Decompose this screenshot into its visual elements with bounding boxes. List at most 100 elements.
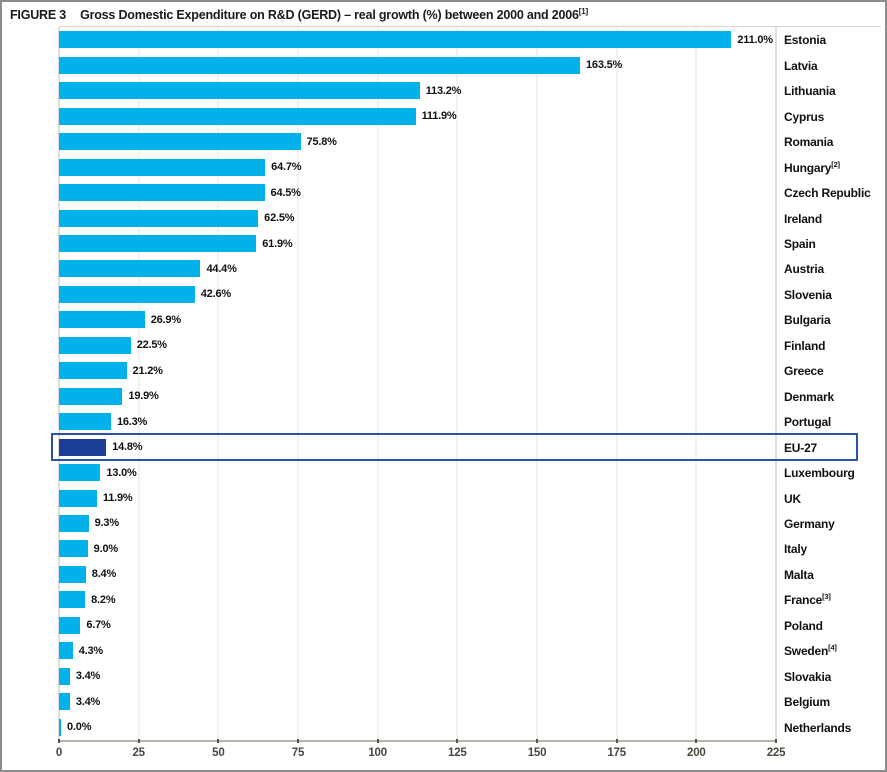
bar-value-label: 163.5%	[586, 59, 623, 72]
country-name: Denmark	[784, 389, 834, 404]
country-name: France	[784, 593, 823, 608]
country-name: Sweden	[784, 644, 829, 659]
bar-value-label: 42.6%	[200, 288, 231, 301]
category-label: Spain	[776, 236, 881, 251]
category-label: Greece	[776, 363, 881, 378]
bar-value-label: 61.9%	[262, 237, 293, 250]
chart-row: 3.4% Slovakia	[59, 663, 881, 688]
bar-value-label: 16.3%	[116, 415, 148, 428]
plot-cell: 3.4%	[59, 663, 776, 688]
x-axis: 0 25 50 75 100 125 150 175 200 225	[56, 738, 785, 764]
bar-value-label: 0.0%	[67, 721, 92, 734]
category-label: Austria	[776, 261, 881, 276]
chart-row: 13.0% Luxembourg	[59, 460, 881, 485]
plot-cell: 9.3%	[59, 511, 776, 536]
category-label: Romania	[776, 134, 881, 149]
chart-row: 19.9% Denmark	[59, 384, 881, 409]
x-tick-label: 225	[766, 746, 786, 759]
bar-value-label: 9.0%	[93, 542, 118, 555]
country-name: Poland	[784, 618, 823, 633]
country-name: Luxembourg	[784, 466, 855, 481]
country-name: Cyprus	[784, 109, 825, 124]
plot-cell: 62.5%	[59, 205, 776, 230]
bar-value-label: 62.5%	[264, 212, 295, 225]
plot-cell: 22.5%	[59, 333, 776, 358]
bar-value-label: 211.0%	[737, 33, 773, 46]
category-label: Ireland	[776, 211, 881, 226]
x-axis-tick	[137, 738, 140, 743]
x-tick-label: 175	[607, 746, 626, 759]
bar	[59, 667, 70, 685]
plot-cell: 16.3%	[59, 409, 776, 434]
plot-cell: 3.4%	[59, 689, 776, 714]
plot-cell: 26.9%	[59, 307, 776, 332]
country-name: Finland	[784, 338, 826, 353]
country-name: Italy	[784, 542, 808, 557]
plot-cell: 44.4%	[59, 256, 776, 281]
category-label: Belgium	[776, 694, 881, 709]
bar	[59, 565, 86, 583]
bar	[59, 209, 259, 227]
bar	[59, 464, 101, 482]
category-label: Netherlands	[776, 720, 881, 735]
category-label: France[3]	[776, 592, 881, 607]
category-label: Denmark	[776, 389, 881, 404]
country-name: Slovenia	[784, 287, 832, 302]
country-name: Czech Republic	[784, 186, 871, 201]
category-label: Malta	[776, 567, 881, 582]
x-tick-label: 125	[448, 746, 467, 759]
chart-row: 26.9% Bulgaria	[59, 307, 881, 332]
plot-cell: 42.6%	[59, 282, 776, 307]
chart-row: 14.8% EU-27	[51, 433, 881, 461]
figure-title: FIGURE 3 Gross Domestic Expenditure on R&…	[2, 2, 885, 26]
country-name: Bulgaria	[784, 313, 831, 328]
country-name: Lithuania	[784, 84, 836, 99]
x-axis-tick	[536, 738, 538, 743]
country-name: Spain	[784, 237, 816, 251]
category-label: EU-27	[776, 440, 881, 455]
bar	[59, 311, 145, 329]
bar-value-label: 13.0%	[106, 466, 137, 479]
plot-cell: 19.9%	[59, 384, 776, 409]
bar-value-label: 75.8%	[306, 135, 337, 148]
chart-row: 8.4% Malta	[59, 562, 881, 587]
x-tick-label: 50	[212, 746, 225, 759]
bar	[59, 82, 420, 100]
category-label: Germany	[776, 516, 881, 531]
bar-value-label: 11.9%	[102, 492, 133, 505]
x-axis-tick	[695, 738, 698, 743]
category-label: Czech Republic	[776, 185, 881, 200]
country-name: Ireland	[784, 211, 822, 226]
x-tick-label: 100	[368, 746, 387, 759]
bar	[59, 540, 88, 558]
country-name: Latvia	[784, 58, 818, 73]
plot-cell: 4.3%	[59, 638, 776, 663]
category-label: Finland	[776, 338, 881, 353]
category-label: UK	[776, 491, 881, 506]
chart-row: 42.6% Slovenia	[59, 282, 881, 307]
bar-value-label: 64.5%	[270, 186, 301, 199]
bar	[59, 235, 257, 252]
chart-row: 111.9% Cyprus	[59, 104, 881, 129]
country-name: Portugal	[784, 415, 832, 430]
x-axis-tick	[456, 738, 459, 743]
chart-row: 16.3% Portugal	[59, 409, 881, 434]
country-name: Hungary	[784, 160, 832, 175]
category-label: Bulgaria	[776, 312, 881, 327]
chart-row: 211.0% Estonia	[59, 27, 881, 52]
country-name: Greece	[784, 364, 824, 379]
plot-cell: 64.5%	[59, 180, 776, 205]
plot-cell: 13.0%	[59, 460, 776, 485]
category-label: Hungary[2]	[776, 160, 881, 175]
country-footnote-superscript: [2]	[831, 159, 840, 169]
bar	[59, 514, 89, 532]
plot-cell: 8.2%	[59, 587, 776, 612]
bar-value-label: 44.4%	[206, 262, 237, 275]
bar-chart: 211.0% Estonia 163.5% Latvia 113.2% Lith…	[51, 26, 885, 764]
bar-value-label: 113.2%	[425, 84, 462, 97]
plot-cell: 64.7%	[59, 154, 776, 179]
plot-cell: 9.0%	[59, 536, 776, 561]
chart-row: 113.2% Lithuania	[59, 78, 881, 103]
bar-value-label: 9.3%	[94, 517, 119, 530]
chart-rows: 211.0% Estonia 163.5% Latvia 113.2% Lith…	[51, 26, 881, 740]
